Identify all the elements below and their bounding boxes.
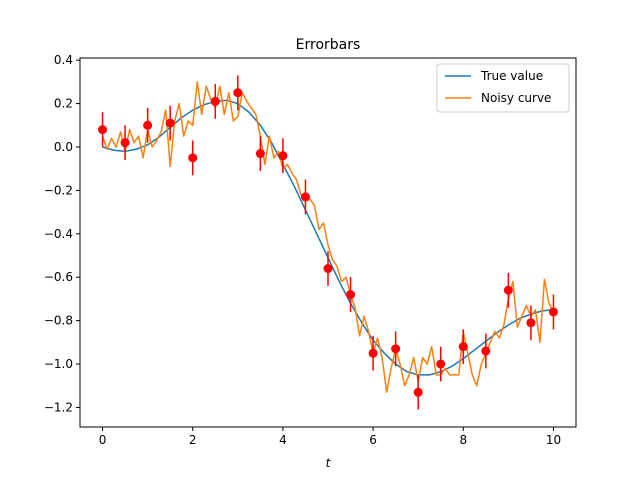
chart-title: Errorbars xyxy=(296,37,361,53)
y-tick-label: −1.0 xyxy=(44,357,73,371)
data-point xyxy=(233,88,243,98)
legend: True value Noisy curve xyxy=(436,63,570,113)
x-tick-label: 6 xyxy=(369,433,377,447)
legend-label: True value xyxy=(480,69,543,83)
data-point xyxy=(120,138,130,148)
x-tick-label: 2 xyxy=(189,433,197,447)
legend-label: Noisy curve xyxy=(481,91,551,105)
data-point xyxy=(503,285,513,295)
data-point xyxy=(368,348,378,358)
x-tick-label: 0 xyxy=(99,433,107,447)
data-point xyxy=(98,125,108,135)
data-point xyxy=(300,192,310,202)
data-point xyxy=(346,290,356,300)
y-tick-label: −0.6 xyxy=(44,270,73,284)
x-tick-label: 4 xyxy=(279,433,287,447)
y-tick-label: 0.4 xyxy=(54,53,73,67)
data-point xyxy=(413,387,423,397)
data-point xyxy=(436,359,446,369)
plot-layer xyxy=(98,75,558,410)
data-point xyxy=(481,346,491,356)
y-tick-label: −0.4 xyxy=(44,227,73,241)
data-point xyxy=(391,344,401,354)
data-point xyxy=(255,149,265,159)
data-point xyxy=(526,318,536,328)
y-tick-label: 0.0 xyxy=(54,140,73,154)
plot-area xyxy=(98,75,558,410)
x-tick-label: 8 xyxy=(459,433,467,447)
x-tick-label: 10 xyxy=(546,433,561,447)
data-point xyxy=(548,307,558,317)
data-point xyxy=(165,118,175,128)
x-axis-label: t xyxy=(326,456,332,470)
axes-layer: 0 2 4 6 8 10 0.4 0.2 0.0 −0.2 −0.4 −0.6 −0.8 −1.0 −1.2 xyxy=(44,53,577,447)
y-tick-label: −0.8 xyxy=(44,314,73,328)
data-point xyxy=(188,153,198,163)
data-point xyxy=(143,120,153,130)
y-tick-label: −1.2 xyxy=(44,400,73,414)
data-point xyxy=(458,342,468,352)
data-point xyxy=(210,96,220,106)
axes-frame xyxy=(79,57,577,428)
data-point xyxy=(278,151,288,161)
data-point xyxy=(323,264,333,274)
y-tick-label: 0.2 xyxy=(54,97,73,111)
series-line-1 xyxy=(101,81,555,394)
y-tick-label: −0.2 xyxy=(44,183,73,197)
